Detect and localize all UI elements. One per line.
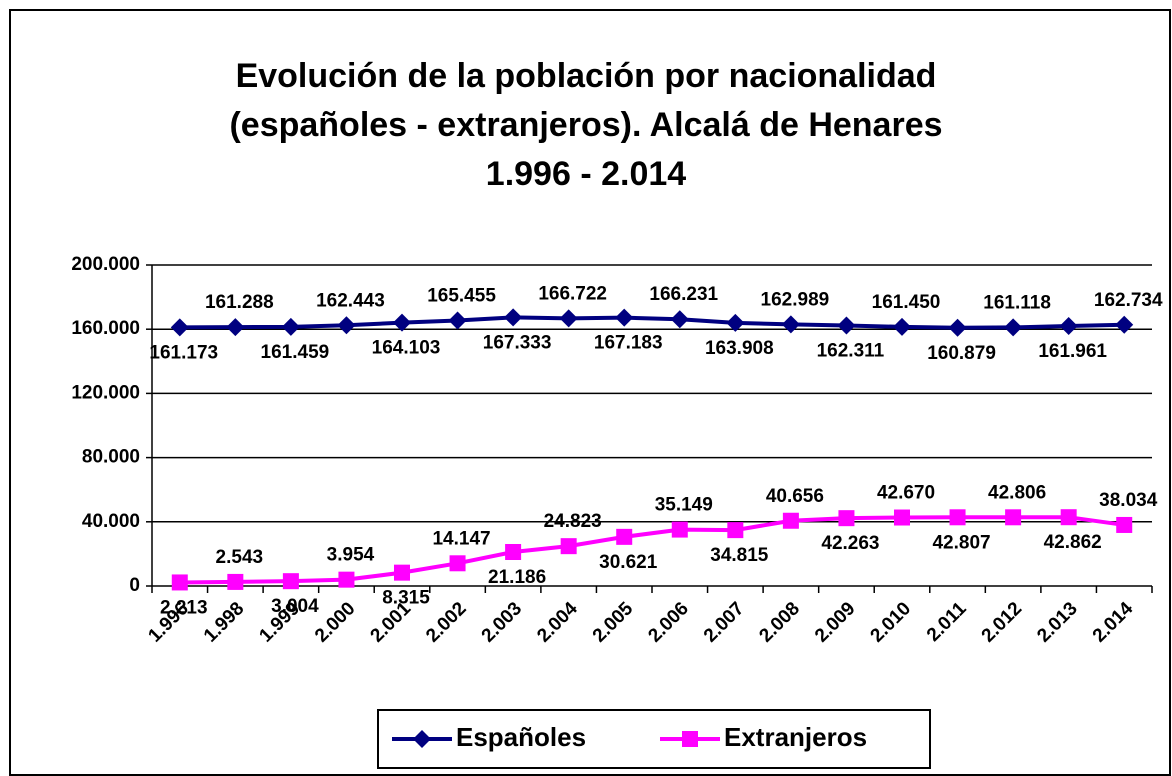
data-label: 14.147: [432, 528, 490, 549]
data-label: 166.722: [538, 283, 607, 304]
y-tick-label: 80.000: [82, 447, 140, 468]
data-label: 42.670: [877, 483, 935, 504]
data-label: 161.450: [872, 292, 941, 313]
y-tick-label: 160.000: [71, 318, 140, 339]
diamond-marker: [1004, 318, 1023, 337]
square-marker: [894, 509, 910, 526]
data-label: 42.807: [932, 532, 990, 553]
square-marker: [671, 521, 688, 538]
y-tick-label: 200.000: [71, 254, 140, 275]
square-marker: [727, 522, 744, 539]
data-label: 167.333: [483, 332, 552, 353]
chart-title: (españoles - extranjeros). Alcalá de Hen…: [229, 106, 942, 144]
data-label: 162.311: [817, 341, 885, 362]
data-label: 42.806: [988, 482, 1046, 503]
legend-box: [377, 709, 931, 769]
data-label: 2.543: [216, 547, 264, 568]
y-tick-label: 40.000: [82, 511, 140, 532]
data-label: 162.443: [316, 290, 385, 311]
square-marker: [171, 574, 188, 591]
square-marker: [505, 543, 522, 560]
diamond-marker: [837, 316, 856, 335]
square-marker: [394, 564, 410, 581]
data-label: 2.213: [160, 597, 208, 618]
data-label: 3.004: [271, 596, 319, 617]
diamond-marker: [337, 316, 356, 335]
y-tick-label: 0: [129, 575, 140, 596]
square-marker: [560, 538, 577, 555]
series-line: [179, 515, 1125, 585]
data-label: 162.734: [1094, 290, 1163, 311]
diamond-marker: [281, 317, 300, 336]
diamond-marker: [726, 313, 745, 332]
data-label: 35.149: [655, 495, 713, 516]
data-label: 160.879: [927, 343, 996, 364]
square-marker: [1005, 509, 1022, 526]
data-label: 166.231: [649, 284, 718, 305]
data-label: 161.173: [149, 342, 218, 363]
square-marker: [682, 731, 698, 747]
data-label: 42.862: [1044, 532, 1102, 553]
diamond-marker: [615, 308, 634, 327]
series-line: [179, 315, 1125, 330]
diamond-marker: [1059, 317, 1078, 336]
diamond-marker: [781, 315, 800, 334]
legend-label: Extranjeros: [724, 722, 867, 752]
data-label: 165.455: [427, 285, 496, 306]
data-label: 40.656: [766, 486, 824, 507]
diamond-marker: [448, 311, 467, 330]
data-label: 24.823: [544, 511, 602, 532]
data-label: 164.103: [372, 338, 441, 359]
data-label: 161.288: [205, 292, 274, 313]
data-label: 30.621: [599, 552, 658, 573]
chart-border: [9, 9, 1171, 776]
data-label: 38.034: [1099, 490, 1158, 511]
data-label: 161.118: [983, 292, 1051, 313]
diamond-marker: [670, 310, 689, 329]
diamond-marker: [393, 313, 411, 332]
data-label: 167.183: [594, 333, 663, 354]
diamond-marker: [504, 308, 523, 327]
diamond-marker: [1115, 315, 1134, 334]
square-marker: [616, 528, 633, 545]
diamond-marker: [948, 318, 967, 337]
data-label: 34.815: [710, 545, 769, 566]
diamond-marker: [226, 318, 245, 337]
square-marker: [949, 509, 966, 526]
square-marker: [338, 571, 355, 588]
chart-title: 1.996 - 2.014: [486, 155, 686, 193]
data-label: 161.459: [261, 342, 330, 363]
data-label: 3.954: [327, 545, 375, 566]
data-label: 163.908: [705, 338, 774, 359]
legend-label: Españoles: [456, 722, 586, 752]
chart-title: Evolución de la población por nacionalid…: [236, 57, 937, 95]
data-label: 42.263: [821, 533, 879, 554]
data-label: 8.315: [382, 588, 430, 609]
square-marker: [449, 555, 466, 572]
data-label: 21.186: [488, 567, 546, 588]
data-label: 162.989: [761, 289, 830, 310]
square-marker: [1116, 516, 1133, 533]
square-marker: [782, 512, 799, 529]
square-marker: [1060, 509, 1077, 526]
diamond-marker: [559, 309, 578, 328]
data-label: 161.961: [1038, 341, 1107, 362]
diamond-marker: [893, 317, 911, 336]
y-tick-label: 120.000: [71, 382, 140, 403]
diamond-marker: [170, 318, 189, 337]
square-marker: [282, 573, 299, 590]
square-marker: [838, 510, 855, 527]
diamond-marker: [413, 730, 431, 748]
square-marker: [227, 573, 244, 590]
